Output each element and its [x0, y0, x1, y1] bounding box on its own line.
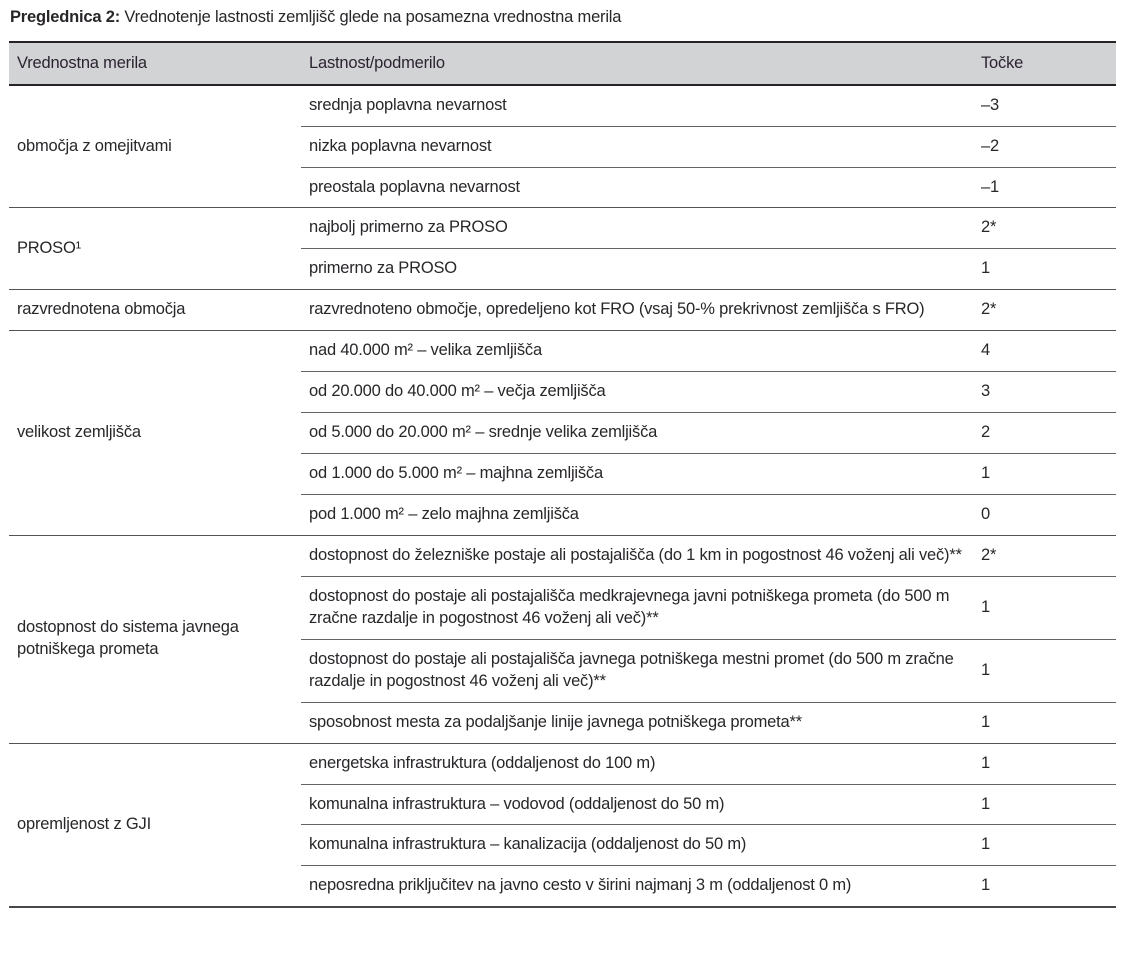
table-row: dostopnost do postaje ali postajališča j… — [9, 638, 1116, 703]
property-cell: sposobnost mesta za podaljšanje linije j… — [301, 701, 973, 744]
table-row: razvrednotena območja razvrednoteno območ… — [9, 289, 1116, 331]
table-row: opremljenost z GJI energetska infrastrukt… — [9, 742, 1116, 908]
table-row: dostopnost do postaje ali postajališča m… — [9, 575, 1116, 640]
property-cell: od 20.000 do 40.000 m² – večja zemljišča — [301, 371, 973, 413]
points-cell: 3 — [973, 371, 1116, 413]
property-cell: dostopnost do postaje ali postajališča m… — [301, 575, 973, 640]
table-row: velikost zemljišča nad 40.000 m² – velika… — [9, 330, 1116, 536]
page: Preglednica 2: Vrednotenje lastnosti zem… — [9, 7, 1116, 909]
table-body: območja z omejitvami srednja poplavna nev… — [9, 84, 1116, 908]
property-cell: pod 1.000 m² – zelo majhna zemljišča — [301, 494, 973, 536]
property-cell: komunalna infrastruktura – kanalizacija … — [301, 824, 973, 866]
property-cell: komunalna infrastruktura – vodovod (odda… — [301, 783, 973, 825]
points-cell: 2* — [973, 534, 1116, 577]
points-cell: 2* — [973, 207, 1116, 249]
table-row: komunalna infrastruktura – vodovod (odda… — [9, 783, 1116, 825]
table-caption: Preglednica 2: Vrednotenje lastnosti zem… — [10, 7, 1116, 28]
table-row: PROSO¹ najbolj primerno za PROSO 2* — [9, 207, 1116, 290]
valuation-table: Vrednostna merila Lastnost/podmerilo Toč… — [9, 40, 1116, 909]
criterion-cell: razvrednotena območja — [9, 289, 301, 331]
table-row: komunalna infrastruktura – kanalizacija … — [9, 824, 1116, 866]
points-cell: –1 — [973, 166, 1116, 208]
points-cell: 1 — [973, 742, 1116, 784]
points-cell: 2* — [973, 289, 1116, 331]
col-header-criteria: Vrednostna merila — [9, 40, 301, 86]
col-header-points: Točke — [973, 40, 1116, 86]
property-cell: primerno za PROSO — [301, 248, 973, 290]
table-row: preostala poplavna nevarnost –1 — [9, 166, 1116, 208]
property-cell: srednja poplavna nevarnost — [301, 84, 973, 127]
criterion-cell: območja z omejitvami — [9, 84, 301, 208]
caption-text: Vrednotenje lastnosti zemljišč glede na … — [124, 8, 622, 26]
criterion-cell: PROSO¹ — [9, 207, 301, 290]
points-cell: 2 — [973, 412, 1116, 454]
points-cell: 1 — [973, 701, 1116, 744]
property-cell: nad 40.000 m² – velika zemljišča — [301, 330, 973, 372]
points-cell: –2 — [973, 125, 1116, 167]
table-row: nizka poplavna nevarnost –2 — [9, 125, 1116, 167]
property-cell: neposredna priključitev na javno cesto v… — [301, 865, 973, 908]
points-cell: 1 — [973, 248, 1116, 290]
table-row: sposobnost mesta za podaljšanje linije j… — [9, 701, 1116, 744]
property-cell: preostala poplavna nevarnost — [301, 166, 973, 208]
property-cell: dostopnost do postaje ali postajališča j… — [301, 638, 973, 703]
points-cell: 1 — [973, 575, 1116, 640]
table-row: od 20.000 do 40.000 m² – večja zemljišča… — [9, 371, 1116, 413]
table-row: območja z omejitvami srednja poplavna nev… — [9, 84, 1116, 208]
points-cell: 1 — [973, 865, 1116, 908]
points-cell: –3 — [973, 84, 1116, 127]
header-row: Vrednostna merila Lastnost/podmerilo Toč… — [9, 40, 1116, 86]
points-cell: 1 — [973, 783, 1116, 825]
property-cell: razvrednoteno območje, opredeljeno kot F… — [301, 289, 973, 331]
points-cell: 1 — [973, 453, 1116, 495]
table-row: od 1.000 do 5.000 m² – majhna zemljišča 1 — [9, 453, 1116, 495]
criterion-cell: dostopnost do sistema javnega potniškega… — [9, 534, 301, 744]
col-header-property: Lastnost/podmerilo — [301, 40, 973, 86]
caption-label: Preglednica 2: — [10, 8, 120, 26]
points-cell: 4 — [973, 330, 1116, 372]
table-row: neposredna priključitev na javno cesto v… — [9, 865, 1116, 908]
table-row: dostopnost do sistema javnega potniškega… — [9, 534, 1116, 744]
property-cell: od 5.000 do 20.000 m² – srednje velika z… — [301, 412, 973, 454]
points-cell: 1 — [973, 638, 1116, 703]
criterion-cell: opremljenost z GJI — [9, 742, 301, 908]
table-row: od 5.000 do 20.000 m² – srednje velika z… — [9, 412, 1116, 454]
property-cell: dostopnost do železniške postaje ali pos… — [301, 534, 973, 577]
table-row: pod 1.000 m² – zelo majhna zemljišča 0 — [9, 494, 1116, 536]
property-cell: od 1.000 do 5.000 m² – majhna zemljišča — [301, 453, 973, 495]
table-row: primerno za PROSO 1 — [9, 248, 1116, 290]
property-cell: najbolj primerno za PROSO — [301, 207, 973, 249]
property-cell: nizka poplavna nevarnost — [301, 125, 973, 167]
property-cell: energetska infrastruktura (oddaljenost d… — [301, 742, 973, 784]
points-cell: 0 — [973, 494, 1116, 536]
criterion-cell: velikost zemljišča — [9, 330, 301, 536]
points-cell: 1 — [973, 824, 1116, 866]
